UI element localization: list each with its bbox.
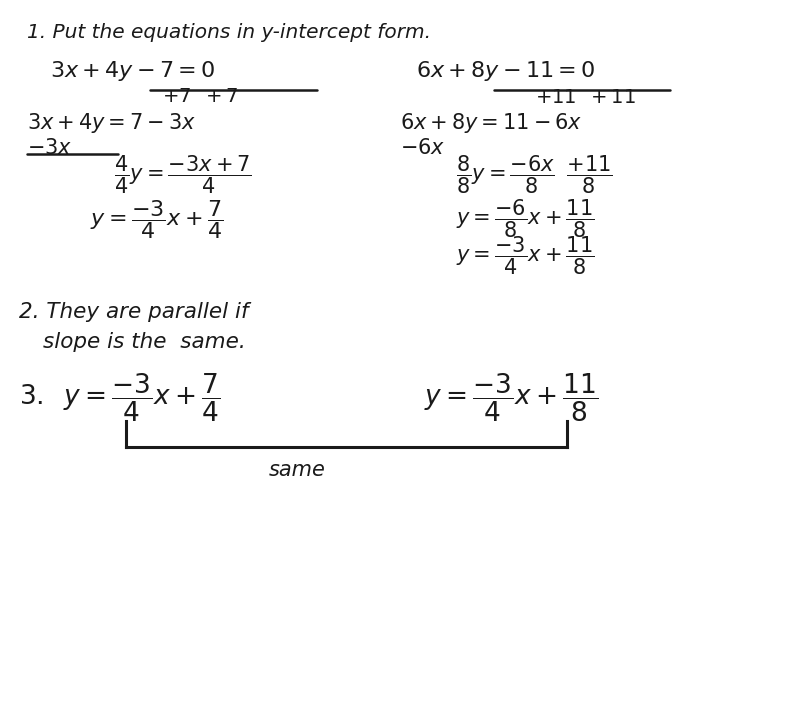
Text: $+11 \;\; +11$: $+11 \;\; +11$	[535, 88, 636, 107]
Text: $3.\;\; y=\dfrac{-3}{4}x + \dfrac{7}{4}$: $3.\;\; y=\dfrac{-3}{4}x + \dfrac{7}{4}$	[18, 372, 220, 424]
Text: $+7 \;\; +7$: $+7 \;\; +7$	[162, 87, 238, 106]
Text: same: same	[269, 460, 326, 480]
Text: slope is the  same.: slope is the same.	[42, 332, 246, 352]
Text: $3x+4y-7=0$: $3x+4y-7=0$	[50, 59, 216, 83]
Text: 1. Put the equations in y-intercept form.: 1. Put the equations in y-intercept form…	[26, 23, 430, 43]
Text: $-6x$: $-6x$	[400, 138, 446, 158]
Text: $y = \dfrac{-3}{4}x + \dfrac{11}{8}$: $y = \dfrac{-3}{4}x + \dfrac{11}{8}$	[456, 235, 594, 277]
Text: $\dfrac{8}{8}y = \dfrac{-6x}{8} \;\; \dfrac{+11}{8}$: $\dfrac{8}{8}y = \dfrac{-6x}{8} \;\; \df…	[456, 154, 613, 196]
Text: $y = \dfrac{-6}{8}x + \dfrac{11}{8}$: $y = \dfrac{-6}{8}x + \dfrac{11}{8}$	[456, 197, 594, 240]
Text: 2. They are parallel if: 2. They are parallel if	[18, 302, 248, 321]
Text: $y=\dfrac{-3}{4}x + \dfrac{7}{4}$: $y=\dfrac{-3}{4}x + \dfrac{7}{4}$	[90, 198, 223, 241]
Text: $3x+4y= 7-3x$: $3x+4y= 7-3x$	[26, 111, 196, 135]
Text: $-3x$: $-3x$	[26, 138, 72, 158]
Text: $6x+8y-11=0$: $6x+8y-11=0$	[416, 59, 595, 83]
Text: $\dfrac{4}{4}y = \dfrac{-3x+7}{4}$: $\dfrac{4}{4}y = \dfrac{-3x+7}{4}$	[114, 154, 252, 196]
Text: $y=\dfrac{-3}{4}x + \dfrac{11}{8}$: $y=\dfrac{-3}{4}x + \dfrac{11}{8}$	[424, 372, 598, 424]
Text: $6x+8y = 11-6x$: $6x+8y = 11-6x$	[400, 111, 582, 135]
